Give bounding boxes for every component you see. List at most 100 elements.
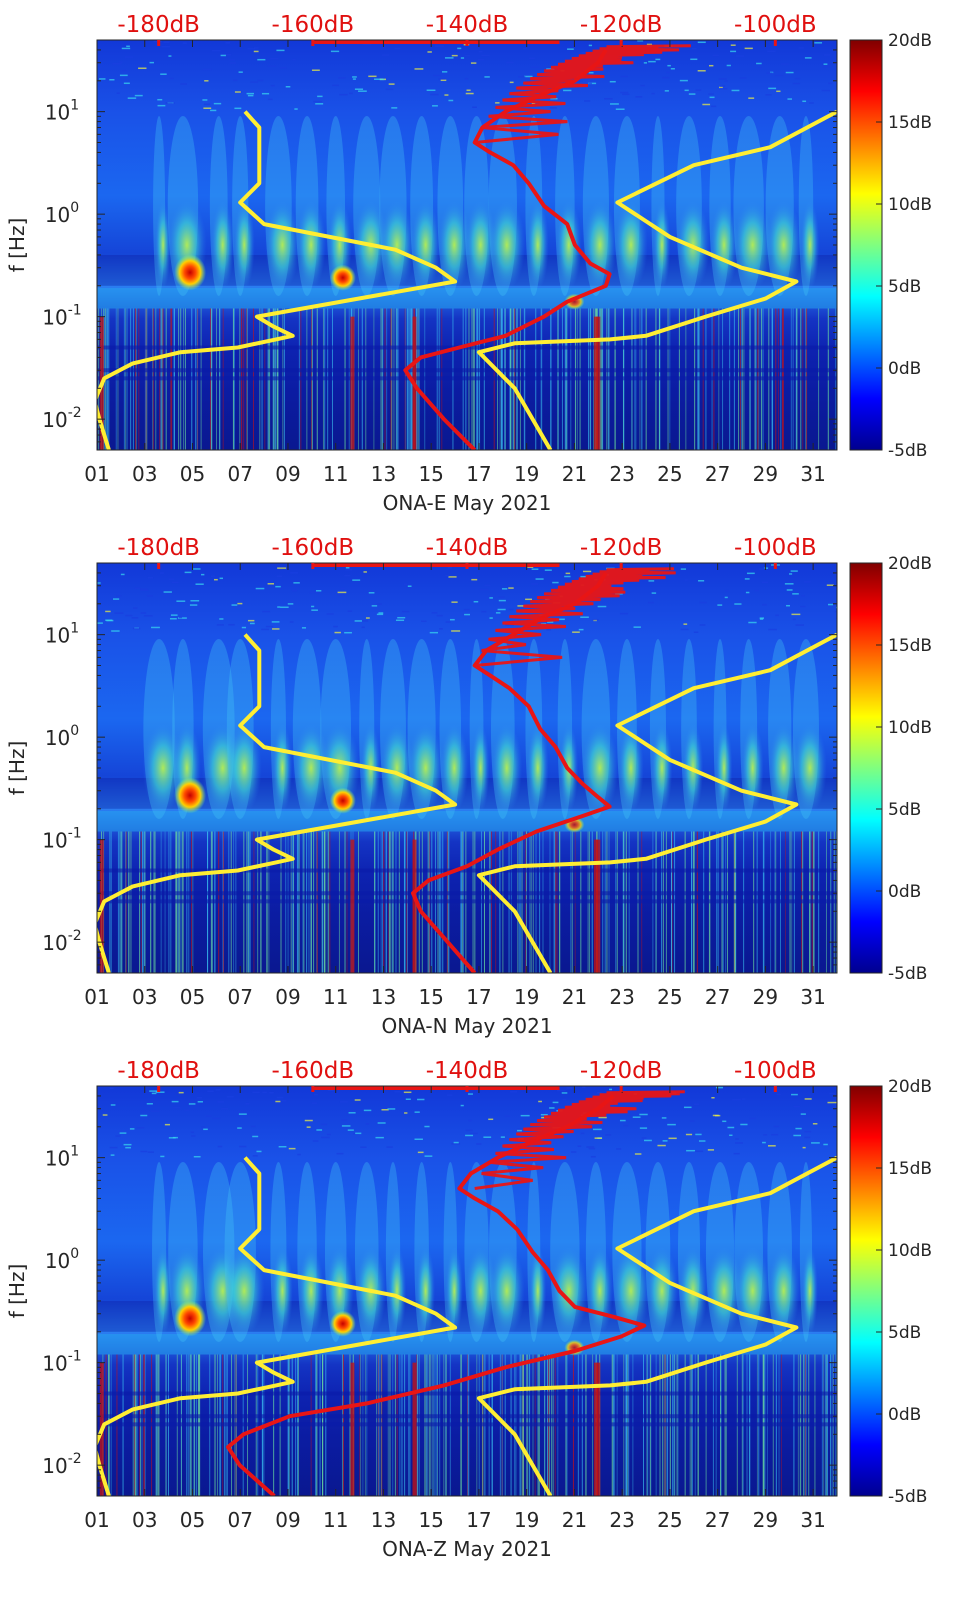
colorbar [849, 562, 883, 974]
x-tick-label: 03 [132, 462, 157, 486]
series-line-0 [97, 110, 458, 450]
panel-1: 01 03 05 07 09 11 13 15 17 19 21 23 25 27 29 31 ONA-N Ma… [5, 535, 932, 1038]
y-tick-label: 10-2 [42, 928, 81, 955]
x-tick-label: 23 [609, 462, 634, 486]
x-tick-label: 15 [418, 1508, 443, 1532]
spectrogram-image [97, 563, 837, 973]
colorbar-label: -5dB [888, 1487, 927, 1507]
y-tick-label: 100 [45, 200, 79, 227]
x-tick-label: 17 [466, 1508, 491, 1532]
x-tick-label: 21 [562, 1508, 587, 1532]
colorbar-label: 10dB [888, 718, 932, 738]
colorbar-label: 10dB [888, 195, 932, 215]
top-db-label: -140dB [426, 1058, 509, 1084]
colorbar-label: 20dB [888, 1077, 932, 1097]
x-tick-label: 25 [657, 1508, 682, 1532]
y-tick-label: 101 [45, 1144, 79, 1171]
x-tick-label: 19 [514, 1508, 539, 1532]
x-tick-label: 13 [371, 985, 396, 1009]
top-db-label: -140dB [426, 535, 509, 561]
y-tick-label: 10-2 [42, 1451, 81, 1478]
top-db-label: -180dB [117, 535, 200, 561]
x-tick-label: 11 [323, 985, 348, 1009]
colorbar-label: 15dB [888, 113, 932, 133]
series-line-0 [97, 633, 458, 973]
top-db-label: -100dB [734, 535, 817, 561]
colorbar [849, 39, 883, 451]
colorbar-label: 15dB [888, 1159, 932, 1179]
x-tick-label: 09 [275, 1508, 300, 1532]
colorbar-label: 0dB [888, 1405, 921, 1425]
y-tick-label: 100 [45, 723, 79, 750]
top-db-label: -160dB [272, 535, 355, 561]
colorbar-label: 5dB [888, 800, 921, 820]
x-tick-label: 29 [753, 1508, 778, 1532]
colorbar-label: -5dB [888, 441, 927, 461]
x-tick-label: 13 [371, 1508, 396, 1532]
x-tick-label: 15 [418, 985, 443, 1009]
x-tick-label: 29 [753, 985, 778, 1009]
colorbar-label: 0dB [888, 882, 921, 902]
x-axis-label: ONA-E May 2021 [383, 491, 552, 515]
x-tick-label: 05 [180, 462, 205, 486]
x-axis-label: ONA-Z May 2021 [382, 1537, 552, 1561]
top-db-label: -160dB [272, 12, 355, 38]
x-tick-label: 31 [800, 462, 825, 486]
x-tick-label: 31 [800, 985, 825, 1009]
colorbar-label: 10dB [888, 1241, 932, 1261]
colorbar-label: 20dB [888, 31, 932, 51]
x-tick-label: 21 [562, 462, 587, 486]
y-axis-label: f [Hz] [5, 1264, 29, 1319]
colorbar-label: 20dB [888, 554, 932, 574]
x-tick-label: 01 [84, 1508, 109, 1532]
colorbar-label: 5dB [888, 277, 921, 297]
x-tick-label: 27 [705, 1508, 730, 1532]
colorbar-label: 0dB [888, 359, 921, 379]
x-tick-label: 29 [753, 462, 778, 486]
x-tick-label: 25 [657, 462, 682, 486]
x-tick-label: 05 [180, 985, 205, 1009]
y-tick-label: 10-1 [42, 826, 81, 853]
y-tick-label: 100 [45, 1246, 79, 1273]
y-tick-label: 10-1 [42, 1349, 81, 1376]
top-db-label: -120dB [580, 535, 663, 561]
colorbar-label: -5dB [888, 964, 927, 984]
top-db-label: -180dB [117, 12, 200, 38]
x-tick-label: 07 [227, 1508, 252, 1532]
series-line-2 [226, 1094, 647, 1496]
top-db-label: -120dB [580, 12, 663, 38]
x-tick-label: 21 [562, 985, 587, 1009]
x-tick-label: 31 [800, 1508, 825, 1532]
x-tick-label: 03 [132, 1508, 157, 1532]
y-tick-label: 101 [45, 98, 79, 125]
x-tick-label: 11 [323, 462, 348, 486]
y-axis-label: f [Hz] [5, 218, 29, 273]
series-line-1 [476, 109, 837, 450]
x-axis-label: ONA-N May 2021 [381, 1014, 552, 1038]
y-axis-label: f [Hz] [5, 741, 29, 796]
x-tick-label: 09 [275, 462, 300, 486]
y-tick-label: 10-1 [42, 303, 81, 330]
colorbar-label: 15dB [888, 636, 932, 656]
x-tick-label: 07 [227, 462, 252, 486]
series-line-2 [411, 571, 612, 973]
spectrogram-image [97, 1086, 837, 1496]
top-db-label: -160dB [272, 1058, 355, 1084]
x-tick-label: 01 [84, 462, 109, 486]
x-tick-label: 09 [275, 985, 300, 1009]
panel-0: 01 03 05 07 09 11 13 15 17 19 21 23 25 27 29 31 ONA-E Ma… [5, 12, 932, 515]
x-tick-label: 19 [514, 985, 539, 1009]
x-tick-label: 05 [180, 1508, 205, 1532]
x-tick-label: 15 [418, 462, 443, 486]
top-db-label: -120dB [580, 1058, 663, 1084]
series-line-2 [403, 48, 612, 450]
spectrogram-image [97, 40, 837, 450]
x-tick-label: 13 [371, 462, 396, 486]
x-tick-label: 27 [705, 985, 730, 1009]
x-tick-label: 07 [227, 985, 252, 1009]
top-db-label: -100dB [734, 1058, 817, 1084]
x-tick-label: 19 [514, 462, 539, 486]
x-tick-label: 03 [132, 985, 157, 1009]
series-line-1 [476, 1155, 837, 1496]
